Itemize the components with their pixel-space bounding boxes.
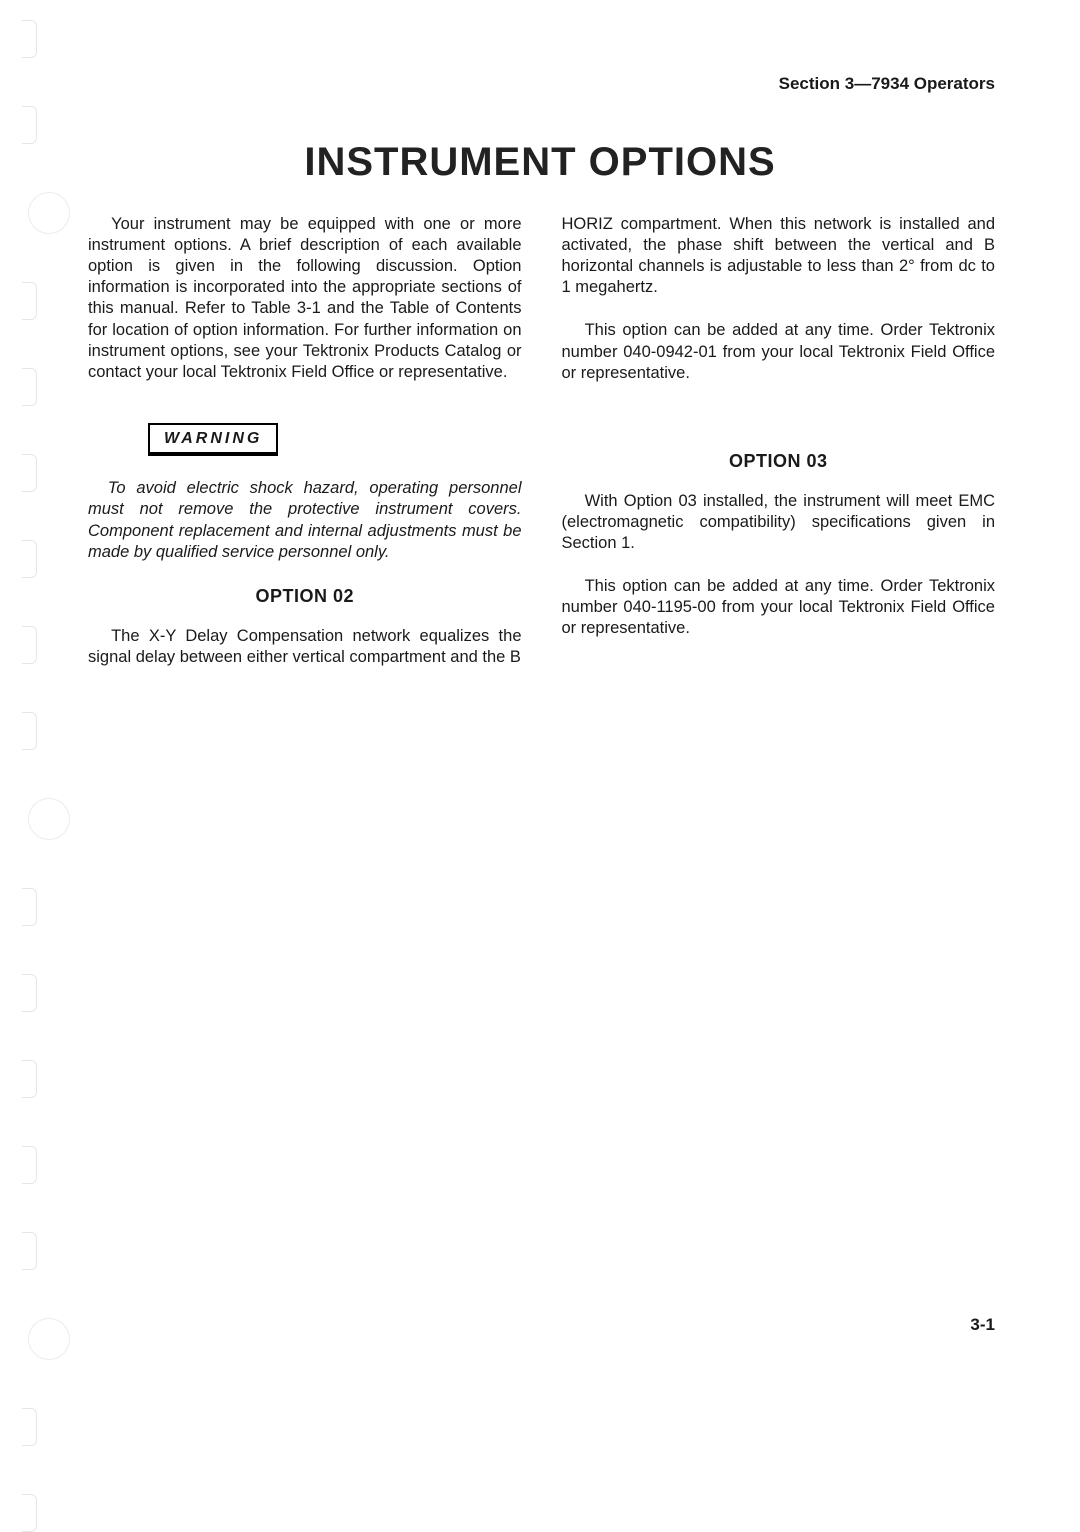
document-page: Section 3—7934 Operators INSTRUMENT OPTI… [0, 0, 1080, 1397]
right-column: HORIZ compartment. When this network is … [562, 214, 996, 690]
left-column: Your instrument may be equipped with one… [88, 214, 522, 690]
option-03-p1: With Option 03 installed, the instrument… [562, 491, 996, 554]
page-title: INSTRUMENT OPTIONS [0, 140, 1080, 185]
option-03-p2: This option can be added at any time. Or… [562, 576, 996, 639]
warning-text: To avoid electric shock hazard, operatin… [88, 478, 522, 562]
option-02-p3: This option can be added at any time. Or… [562, 320, 996, 383]
warning-box: WARNING [148, 423, 278, 456]
option-03-heading: OPTION 03 [562, 450, 996, 473]
option-02-heading: OPTION 02 [88, 585, 522, 608]
content-columns: Your instrument may be equipped with one… [88, 214, 995, 690]
binding-marks [22, 20, 62, 1380]
intro-paragraph: Your instrument may be equipped with one… [88, 214, 522, 383]
section-header: Section 3—7934 Operators [779, 74, 995, 94]
page-number: 3-1 [970, 1315, 995, 1335]
option-02-p2: HORIZ compartment. When this network is … [562, 214, 996, 298]
option-02-p1: The X-Y Delay Compensation network equal… [88, 626, 522, 668]
